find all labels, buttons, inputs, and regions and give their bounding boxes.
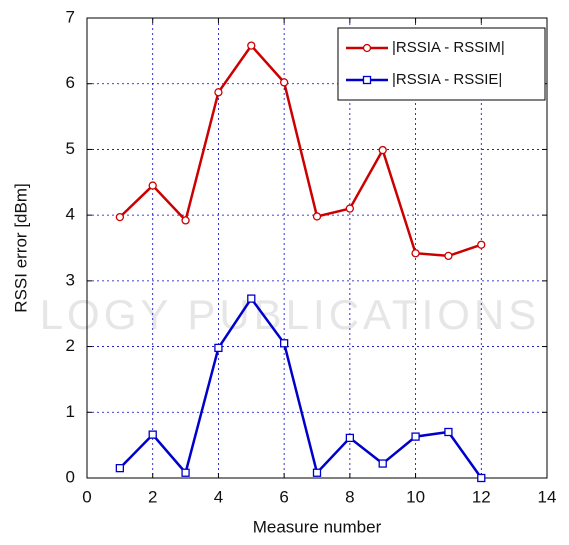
marker bbox=[247, 41, 256, 50]
marker bbox=[181, 216, 190, 225]
x-tick-label: 2 bbox=[148, 487, 157, 506]
y-tick-label: 3 bbox=[66, 270, 75, 289]
marker bbox=[312, 212, 322, 221]
y-tick-label: 6 bbox=[66, 73, 75, 92]
marker bbox=[148, 181, 157, 190]
y-tick-label: 4 bbox=[66, 205, 75, 224]
watermark: LOGY PUBLICATIONS bbox=[40, 291, 541, 338]
y-tick-label: 2 bbox=[66, 336, 75, 355]
marker bbox=[181, 468, 190, 477]
marker bbox=[477, 473, 486, 483]
y-tick-label: 7 bbox=[66, 7, 75, 26]
marker bbox=[444, 251, 453, 261]
marker bbox=[214, 343, 223, 353]
marker bbox=[148, 430, 157, 439]
y-tick-label: 0 bbox=[66, 467, 75, 486]
plot-frame bbox=[86, 17, 548, 479]
x-tick-label: 14 bbox=[538, 487, 557, 506]
marker bbox=[411, 249, 420, 258]
legend-marker bbox=[362, 43, 372, 53]
marker bbox=[378, 145, 387, 155]
marker bbox=[378, 459, 387, 468]
marker bbox=[477, 240, 486, 249]
x-axis-label: Measure number bbox=[253, 517, 382, 536]
x-tick-label: 10 bbox=[406, 487, 425, 506]
marker bbox=[279, 339, 289, 348]
legend-box bbox=[337, 27, 546, 101]
marker bbox=[345, 433, 355, 443]
marker bbox=[444, 427, 453, 437]
x-tick-label: 6 bbox=[279, 487, 288, 506]
x-tick-label: 8 bbox=[345, 487, 354, 506]
series-line bbox=[118, 43, 482, 258]
marker bbox=[214, 88, 223, 97]
marker bbox=[115, 463, 125, 473]
x-tick-label: 12 bbox=[472, 487, 491, 506]
x-tick-label: 0 bbox=[82, 487, 91, 506]
y-tick-label: 5 bbox=[66, 139, 75, 158]
legend-marker bbox=[362, 75, 372, 85]
marker bbox=[279, 78, 289, 87]
marker bbox=[345, 204, 355, 213]
y-tick-label: 1 bbox=[66, 402, 75, 421]
marker bbox=[247, 294, 256, 303]
y-axis-label: RSSI error [dBm] bbox=[11, 183, 30, 312]
marker bbox=[411, 432, 420, 441]
legend-text: |RSSIA - RSSIM| bbox=[392, 39, 505, 56]
x-tick-label: 4 bbox=[214, 487, 223, 506]
legend-text: |RSSIA - RSSIE| bbox=[392, 71, 502, 88]
marker bbox=[115, 212, 125, 222]
series-line bbox=[118, 296, 483, 479]
marker bbox=[312, 468, 322, 477]
